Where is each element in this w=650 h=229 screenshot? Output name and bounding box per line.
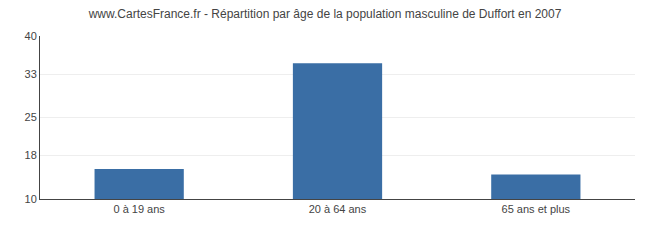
svg-text:18: 18 bbox=[25, 149, 37, 161]
svg-text:33: 33 bbox=[25, 68, 37, 80]
svg-text:40: 40 bbox=[25, 30, 37, 42]
svg-text:25: 25 bbox=[25, 111, 37, 123]
svg-text:www.CartesFrance.fr - Répartit: www.CartesFrance.fr - Répartition par âg… bbox=[88, 7, 562, 21]
svg-text:0 à 19 ans: 0 à 19 ans bbox=[113, 203, 165, 215]
svg-text:20 à 64 ans: 20 à 64 ans bbox=[309, 203, 367, 215]
svg-text:10: 10 bbox=[25, 193, 37, 205]
svg-text:65 ans et plus: 65 ans et plus bbox=[502, 203, 571, 215]
